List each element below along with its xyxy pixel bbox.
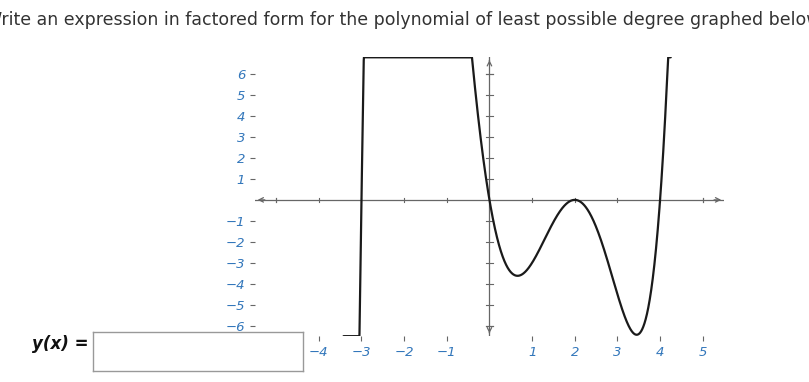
Text: y(x) =: y(x) = bbox=[32, 335, 89, 353]
Text: Write an expression in factored form for the polynomial of least possible degree: Write an expression in factored form for… bbox=[0, 11, 809, 29]
